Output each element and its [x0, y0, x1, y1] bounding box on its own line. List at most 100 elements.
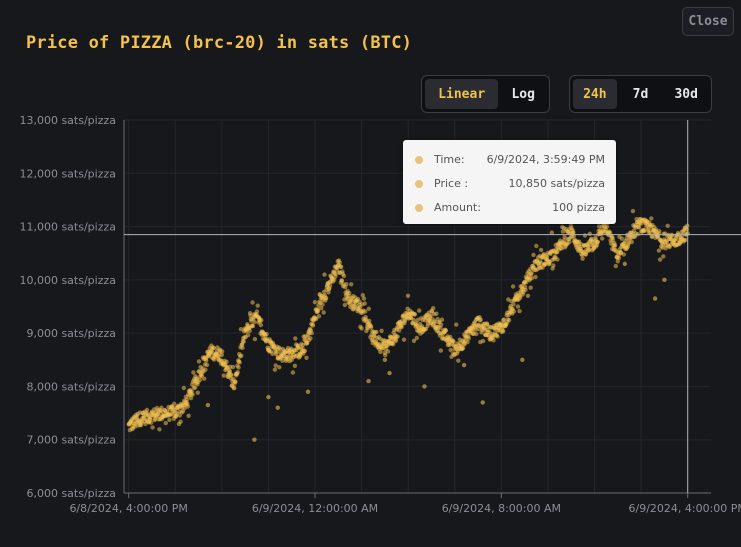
tooltip-value-price: 10,850 sats/pizza: [508, 177, 605, 190]
trade-point: [414, 335, 419, 341]
trade-point: [665, 223, 670, 228]
trade-point-outlier: [275, 405, 280, 410]
trade-point: [236, 365, 241, 370]
trade-point: [595, 239, 600, 245]
x-tick-label: 6/9/2024, 8:00:00 AM: [442, 502, 561, 515]
trade-point: [199, 373, 204, 378]
trade-point: [337, 260, 342, 265]
x-tick-label: 6/8/2024, 4:00:00 PM: [69, 502, 187, 515]
trade-point: [237, 360, 242, 365]
trade-point: [181, 385, 186, 391]
trade-point: [657, 229, 662, 234]
trade-point: [636, 225, 642, 230]
trade-point: [280, 358, 285, 363]
trade-point: [304, 355, 309, 360]
trade-point: [360, 293, 365, 298]
trade-point: [247, 328, 252, 333]
trade-point: [196, 359, 202, 364]
trade-point: [411, 338, 417, 343]
trade-point: [252, 336, 258, 342]
trade-point: [312, 300, 318, 305]
trade-point: [233, 379, 238, 384]
trade-point: [600, 236, 605, 241]
trade-point: [238, 327, 244, 332]
trade-point: [250, 323, 256, 329]
trade-point: [501, 317, 507, 322]
close-button[interactable]: Close: [682, 7, 734, 36]
trade-point-outlier: [366, 378, 371, 384]
tooltip-row-amount: Amount: 100 pizza: [403, 200, 616, 216]
range-24h-button[interactable]: 24h: [573, 79, 617, 109]
trade-point: [157, 427, 162, 432]
trade-point: [567, 239, 572, 245]
trade-point-outlier: [387, 370, 392, 376]
trade-point: [401, 337, 407, 342]
trade-point: [510, 284, 516, 289]
trade-point: [190, 392, 195, 397]
trade-point: [534, 243, 539, 249]
range-7d-button[interactable]: 7d: [632, 86, 649, 102]
tooltip-value-time: 6/9/2024, 3:59:49 PM: [486, 153, 605, 166]
trade-point-outlier: [205, 402, 211, 408]
y-tick-label: 12,000 sats/pizza: [19, 167, 116, 180]
x-tick-label: 6/9/2024, 12:00:00 AM: [252, 502, 378, 515]
trade-point: [515, 304, 521, 309]
trade-point: [363, 309, 368, 314]
trade-point: [211, 345, 216, 351]
trade-point: [466, 336, 471, 341]
trade-point: [560, 229, 566, 234]
trade-point: [523, 287, 528, 292]
trade-point: [661, 254, 666, 259]
trade-point: [562, 234, 567, 240]
trade-point: [235, 370, 240, 375]
trade-point: [239, 353, 244, 358]
trade-point: [272, 367, 278, 372]
scale-linear-button[interactable]: Linear: [425, 79, 499, 109]
trade-point: [313, 316, 319, 321]
trade-point: [319, 306, 324, 311]
trade-point: [538, 247, 544, 253]
trade-point: [347, 290, 352, 296]
trade-point: [188, 395, 194, 401]
y-tick-label: 10,000 sats/pizza: [19, 274, 116, 287]
scale-log-button[interactable]: Log: [511, 86, 535, 102]
y-tick-label: 9,000 sats/pizza: [26, 327, 116, 340]
range-toggle: 24h 7d 30d: [569, 75, 712, 113]
trade-point: [254, 309, 260, 314]
trade-point: [240, 345, 245, 350]
trade-point: [434, 311, 439, 316]
trade-point: [220, 349, 225, 354]
trade-point-outlier: [252, 437, 257, 442]
chart-title: Price of PIZZA (brc-20) in sats (BTC): [26, 33, 413, 53]
trade-point: [186, 413, 191, 418]
trade-point: [259, 318, 264, 323]
trade-point: [412, 312, 417, 317]
trade-point: [529, 271, 534, 276]
trade-point: [344, 282, 349, 287]
range-30d-button[interactable]: 30d: [674, 86, 698, 102]
trade-point-outlier: [305, 389, 311, 394]
y-tick-label: 11,000 sats/pizza: [19, 221, 116, 234]
trade-point: [506, 317, 512, 323]
trade-point: [195, 390, 200, 395]
trade-point: [533, 274, 538, 280]
trade-point: [580, 256, 585, 261]
trade-point: [405, 293, 411, 298]
trade-point: [273, 363, 278, 368]
trade-point: [551, 263, 556, 268]
trade-point: [451, 339, 456, 344]
trade-point: [454, 322, 459, 327]
trade-point: [248, 313, 253, 318]
trade-point: [369, 325, 374, 330]
y-tick-label: 13,000 sats/pizza: [19, 114, 116, 127]
trade-point: [549, 230, 554, 235]
tooltip-row-time: Time: 6/9/2024, 3:59:49 PM: [403, 152, 616, 168]
trade-point: [320, 302, 325, 307]
y-tick-label: 7,000 sats/pizza: [26, 434, 116, 447]
trade-point: [191, 370, 196, 375]
trade-point-outlier: [480, 400, 485, 405]
trade-point: [397, 328, 402, 333]
trade-point: [657, 257, 663, 262]
trade-point-outlier: [422, 384, 427, 389]
